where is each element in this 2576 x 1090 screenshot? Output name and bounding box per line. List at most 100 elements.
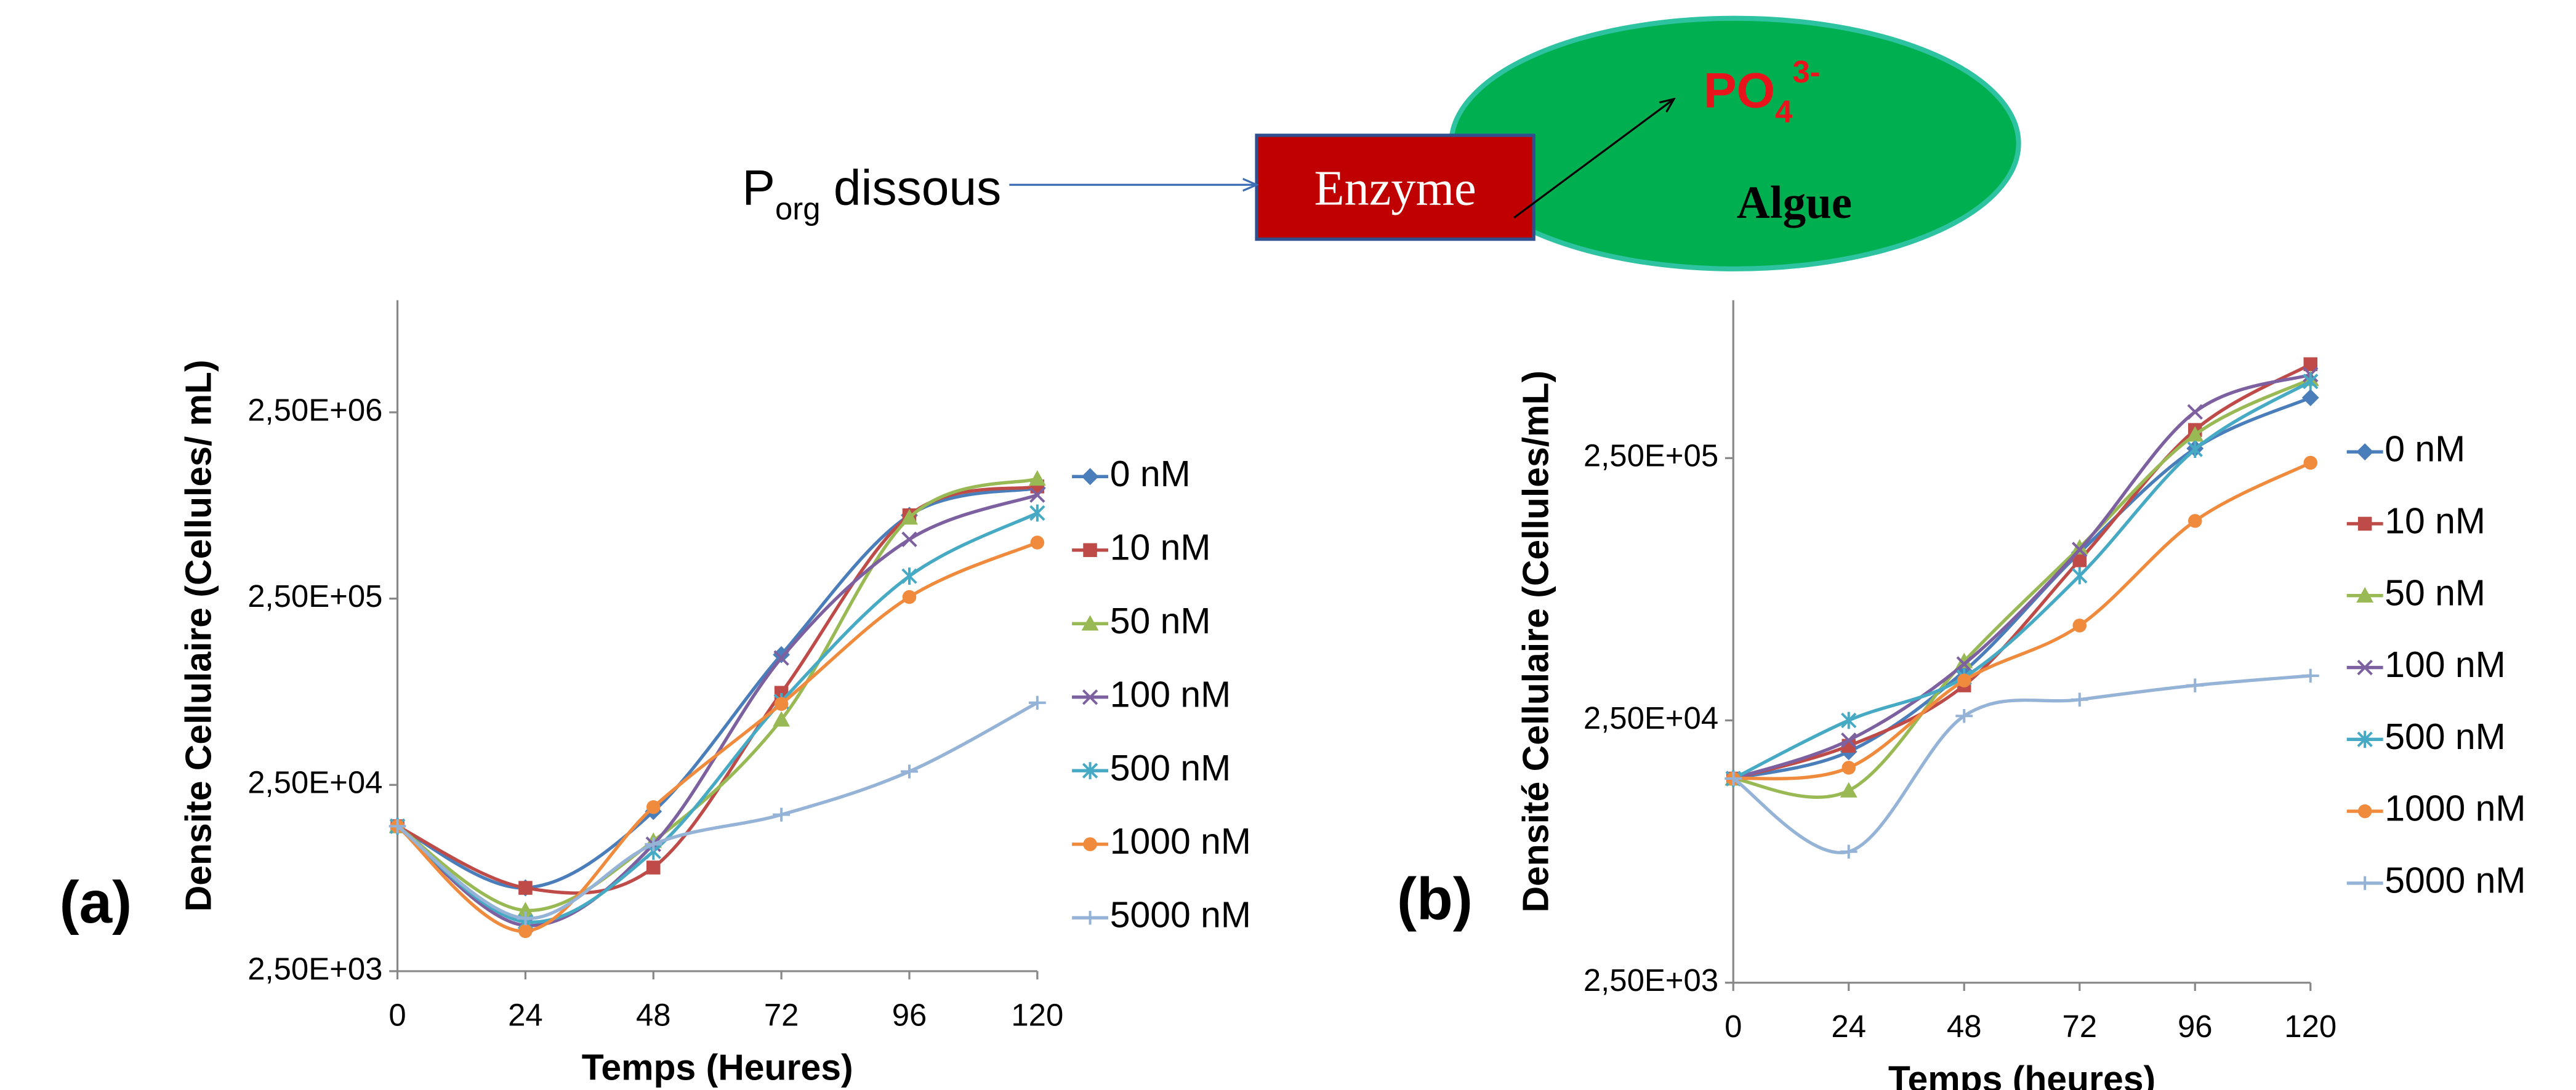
marker-x	[1029, 487, 1045, 503]
series-line	[396, 484, 1038, 895]
marker-plus	[388, 819, 406, 833]
marker-diamond	[2301, 389, 2319, 407]
marker-plus	[645, 837, 662, 851]
source-main: P	[742, 160, 775, 215]
marker-plus	[2186, 678, 2204, 692]
marker-square	[2303, 357, 2317, 372]
legend-label: 50 nM	[1110, 601, 1211, 641]
marker-star	[901, 567, 917, 585]
marker-triangle	[901, 509, 918, 525]
y-tick-label: 2,50E+04	[1584, 700, 1718, 735]
marker-x	[2357, 659, 2373, 676]
legend-label: 5000 nM	[2385, 860, 2526, 900]
marker-x	[1082, 689, 1098, 705]
marker-x	[2072, 542, 2088, 558]
marker-triangle	[2356, 587, 2374, 603]
marker-circle	[1841, 761, 1856, 775]
y-tick-label: 2,50E+05	[248, 579, 382, 614]
series-line	[396, 701, 1039, 920]
legend-label: 500 nM	[2385, 717, 2505, 757]
marker-square	[1083, 543, 1097, 558]
legend-label: 10 nM	[2385, 502, 2485, 542]
marker-star	[2303, 372, 2319, 390]
marker-star	[2072, 567, 2088, 585]
x-tick-label: 72	[2062, 1009, 2097, 1044]
marker-triangle	[1840, 782, 1858, 798]
source-sub: org	[775, 191, 821, 226]
source-label: Porg dissous	[742, 160, 1001, 226]
marker-circle	[2357, 804, 2372, 819]
legend-label: 0 nM	[2385, 430, 2465, 470]
x-tick-label: 48	[636, 997, 671, 1032]
marker-triangle	[1028, 470, 1046, 486]
y-tick-label: 2,50E+05	[1584, 438, 1718, 473]
marker-circle	[2188, 514, 2202, 528]
series-line	[396, 541, 1038, 933]
marker-plus	[1840, 844, 1858, 859]
marker-triangle	[1081, 615, 1099, 631]
marker-plus	[2071, 692, 2088, 707]
marker-circle	[2303, 455, 2317, 470]
marker-square	[646, 860, 661, 875]
enzyme-box	[1255, 134, 1536, 241]
series-line	[1733, 380, 2312, 780]
marker-plus	[2301, 668, 2319, 683]
series-line	[396, 511, 1039, 924]
marker-triangle	[773, 711, 791, 727]
marker-x	[773, 650, 789, 666]
marker-circle	[2072, 619, 2087, 633]
x-axis-title: Temps (Heures)	[582, 1048, 853, 1088]
algae-cell	[1449, 15, 2021, 271]
legend-label: 1000 nM	[1110, 822, 1251, 862]
source-rest: dissous	[834, 160, 1001, 215]
legend-label: 5000 nM	[1110, 896, 1251, 936]
x-tick-label: 48	[1947, 1009, 1982, 1044]
x-tick-label: 24	[1831, 1009, 1866, 1044]
marker-plus	[773, 807, 791, 822]
marker-triangle	[2186, 426, 2204, 442]
series-line	[1733, 396, 2311, 780]
marker-triangle	[517, 902, 534, 918]
marker-square	[2072, 553, 2087, 567]
legend-label: 100 nM	[2385, 645, 2505, 685]
series-line	[1733, 373, 2311, 780]
y-axis-title: Densité Cellulaire (Cellules/mL)	[1516, 371, 1556, 913]
legend-label: 0 nM	[1110, 454, 1191, 494]
enzyme-label: Enzyme	[1314, 161, 1476, 215]
marker-star	[1082, 762, 1098, 780]
marker-plus	[1725, 771, 1742, 786]
series-line	[396, 493, 1038, 928]
product-sub: 4	[1775, 94, 1793, 129]
y-tick-label: 2,50E+03	[1584, 963, 1718, 998]
legend-label: 500 nM	[1110, 748, 1231, 788]
y-tick-label: 2,50E+04	[248, 765, 382, 800]
marker-plus	[2356, 876, 2374, 891]
marker-x	[901, 531, 917, 548]
marker-triangle	[2071, 539, 2088, 555]
x-tick-label: 72	[764, 997, 799, 1032]
marker-plus	[901, 764, 918, 779]
y-tick-label: 2,50E+03	[248, 951, 382, 986]
marker-square	[518, 881, 533, 895]
marker-star	[1841, 711, 1857, 729]
product-sup: 3-	[1792, 54, 1820, 89]
legend-label: 10 nM	[1110, 527, 1211, 567]
marker-circle	[1030, 535, 1045, 550]
marker-circle	[518, 924, 533, 939]
legend-label: 100 nM	[1110, 675, 1231, 715]
x-tick-label: 0	[1725, 1009, 1742, 1044]
marker-plus	[1955, 708, 1973, 723]
marker-triangle	[1955, 652, 1973, 668]
marker-x	[2187, 404, 2203, 420]
marker-x	[1841, 732, 1857, 748]
marker-diamond	[2356, 443, 2374, 461]
uptake-arrow	[1513, 99, 1674, 219]
marker-plus	[1028, 695, 1046, 710]
series-line	[1732, 674, 2311, 855]
panel-label: (b)	[1397, 867, 1473, 932]
x-tick-label: 120	[1011, 997, 1063, 1032]
series-line	[1733, 363, 2312, 780]
marker-circle	[774, 697, 789, 711]
